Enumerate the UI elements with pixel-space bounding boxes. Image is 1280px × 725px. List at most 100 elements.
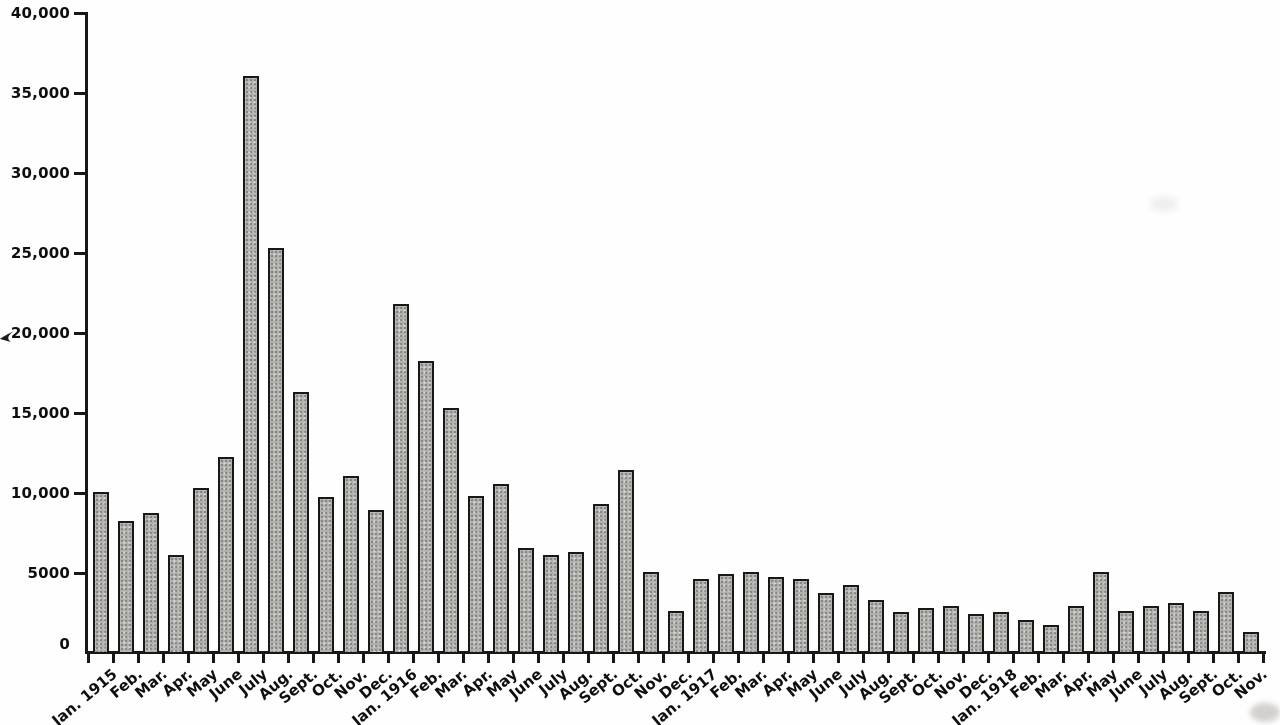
scan-artifact-faint-smudge — [1150, 196, 1178, 212]
x-axis-tick — [86, 654, 90, 663]
y-axis-tick — [74, 411, 85, 415]
bar — [442, 408, 459, 654]
x-axis-tick — [336, 654, 340, 663]
x-axis-tick — [886, 654, 890, 663]
x-axis-tick — [761, 654, 765, 663]
bar — [1242, 632, 1259, 654]
y-axis-tick-label: 15,000 — [10, 404, 70, 422]
x-axis-tick — [961, 654, 965, 663]
bar — [417, 361, 434, 654]
bar — [217, 457, 234, 654]
bar — [717, 574, 734, 654]
x-axis-tick — [211, 654, 215, 663]
x-axis-tick — [161, 654, 165, 663]
y-axis-tick-label: 30,000 — [10, 164, 70, 182]
x-axis-tick — [261, 654, 265, 663]
x-axis-tick — [586, 654, 590, 663]
x-axis-tick — [861, 654, 865, 663]
bar — [642, 572, 659, 654]
x-axis-tick — [1161, 654, 1165, 663]
x-axis-tick — [111, 654, 115, 663]
bar — [492, 484, 509, 654]
bar — [1117, 611, 1134, 654]
bar — [317, 497, 334, 654]
x-axis-tick — [561, 654, 565, 663]
bar — [917, 608, 934, 654]
bar — [592, 504, 609, 654]
y-axis-tick-label: 10,000 — [10, 484, 70, 502]
bar — [892, 612, 909, 654]
bar — [542, 555, 559, 654]
x-axis-tick — [936, 654, 940, 663]
y-axis-tick-label: 40,000 — [10, 4, 70, 22]
bar — [1217, 592, 1234, 654]
bar — [167, 555, 184, 654]
bar — [567, 552, 584, 654]
bar — [867, 600, 884, 654]
x-axis-tick — [836, 654, 840, 663]
bar — [667, 611, 684, 654]
x-axis-tick — [236, 654, 240, 663]
x-axis-tick — [1261, 654, 1265, 663]
x-axis-tick — [661, 654, 665, 663]
x-axis-tick — [986, 654, 990, 663]
x-axis-tick — [911, 654, 915, 663]
x-axis-tick — [361, 654, 365, 663]
y-axis-tick — [74, 11, 85, 15]
x-axis-tick — [1211, 654, 1215, 663]
x-axis-tick — [611, 654, 615, 663]
bar — [292, 392, 309, 654]
bar — [1017, 620, 1034, 654]
x-axis-tick-label: Jan. 1915 — [48, 665, 122, 725]
bar — [1142, 606, 1159, 654]
y-axis-tick-label: 35,000 — [10, 84, 70, 102]
bar — [992, 612, 1009, 654]
y-axis-tick — [74, 331, 85, 335]
x-axis-tick — [386, 654, 390, 663]
bar — [467, 496, 484, 654]
y-axis-line — [85, 12, 88, 654]
x-axis-tick — [636, 654, 640, 663]
bar — [617, 470, 634, 654]
bar — [392, 304, 409, 654]
x-axis-tick — [1236, 654, 1240, 663]
x-axis-tick — [536, 654, 540, 663]
x-axis-tick — [186, 654, 190, 663]
bar — [92, 492, 109, 654]
bar — [1067, 606, 1084, 654]
x-axis-tick — [1036, 654, 1040, 663]
x-axis-tick — [711, 654, 715, 663]
x-axis-tick — [811, 654, 815, 663]
bar — [742, 572, 759, 654]
x-axis-tick — [436, 654, 440, 663]
bar — [1167, 603, 1184, 654]
x-axis-tick — [286, 654, 290, 663]
bar — [942, 606, 959, 654]
y-axis-tick-label: 0 — [59, 635, 70, 653]
y-axis-tick-label: 20,000 — [10, 324, 70, 342]
x-axis-tick — [786, 654, 790, 663]
x-axis-tick — [736, 654, 740, 663]
y-axis-tick — [74, 251, 85, 255]
x-axis-tick — [461, 654, 465, 663]
x-axis-tick — [1186, 654, 1190, 663]
x-axis-tick — [411, 654, 415, 663]
bar — [242, 76, 259, 654]
bar — [792, 579, 809, 654]
bar — [342, 476, 359, 654]
x-axis-tick — [486, 654, 490, 663]
y-axis-tick — [74, 571, 85, 575]
x-axis-tick — [311, 654, 315, 663]
bar — [367, 510, 384, 654]
x-axis-tick — [511, 654, 515, 663]
bar — [967, 614, 984, 654]
bar — [817, 593, 834, 654]
bar — [142, 513, 159, 654]
y-axis-tick — [74, 91, 85, 95]
x-axis-tick — [1136, 654, 1140, 663]
x-axis-tick — [1011, 654, 1015, 663]
scan-artifact-corner-smudge — [1250, 703, 1280, 722]
x-axis-tick — [1061, 654, 1065, 663]
y-axis-tick-label: 25,000 — [10, 244, 70, 262]
